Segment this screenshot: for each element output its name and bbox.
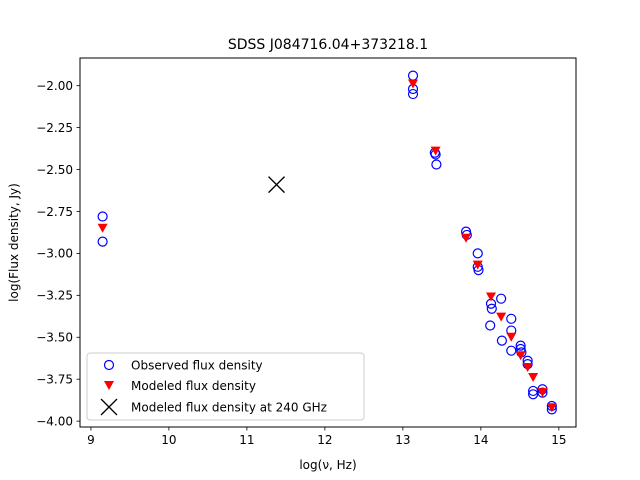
observed-flux-point	[506, 345, 517, 356]
legend: Observed flux density Modeled flux densi…	[86, 352, 365, 421]
modeled-flux-point	[430, 146, 441, 156]
y-tick-label: −3.25	[36, 289, 73, 303]
modeled-240ghz-point	[268, 176, 285, 194]
modeled-flux-point	[408, 79, 419, 89]
modeled-flux-point	[528, 373, 539, 383]
y-tick-label: −2.00	[36, 79, 73, 93]
modeled-flux-point	[522, 362, 533, 372]
observed-flux-point	[496, 293, 507, 304]
modeled-flux-point	[515, 351, 526, 361]
y-tick-label: −2.50	[36, 163, 73, 177]
plot-area	[97, 70, 557, 415]
legend-observed-label: Observed flux density	[131, 359, 263, 373]
y-tick-label: −2.75	[36, 205, 73, 219]
observed-flux-point	[97, 211, 108, 222]
modeled-flux-point	[537, 388, 548, 398]
observed-flux-point	[528, 385, 539, 397]
observed-flux-point	[407, 88, 419, 100]
observed-flux-point	[472, 248, 483, 259]
observed-flux-point	[528, 389, 539, 400]
observed-flux-point	[431, 159, 442, 170]
modeled-flux-point	[485, 292, 496, 302]
observed-flux-point	[486, 303, 497, 314]
y-tick-label: −3.50	[36, 331, 73, 345]
legend-modeled-marker	[104, 381, 114, 390]
modeled-flux-point	[472, 260, 483, 270]
legend-observed-marker	[103, 359, 115, 371]
x-tick-label: 15	[551, 433, 566, 447]
modeled-flux-point	[506, 332, 517, 342]
x-axis-label: log(ν, Hz)	[299, 458, 356, 472]
x-tick-label: 11	[239, 433, 254, 447]
y-tick-label: −3.75	[36, 372, 73, 386]
chart-title: SDSS J084716.04+373218.1	[228, 37, 428, 53]
legend-240ghz-label: Modeled flux density at 240 GHz	[131, 401, 327, 415]
x-tick-label: 12	[317, 433, 332, 447]
observed-flux-point	[97, 236, 108, 247]
legend-240ghz-marker	[100, 398, 118, 416]
y-tick-label: −3.00	[36, 247, 73, 261]
y-axis: −2.00 −2.25 −2.50 −2.75 −3.00 −3.25 −3.50 −3.75…	[36, 79, 80, 428]
y-tick-label: −4.00	[36, 414, 73, 428]
observed-flux-point	[515, 340, 526, 351]
legend-modeled-label: Modeled flux density	[131, 379, 256, 393]
x-tick-label: 9	[87, 433, 95, 447]
observed-flux-point	[496, 335, 508, 346]
x-tick-label: 14	[473, 433, 488, 447]
modeled-flux-point	[461, 233, 472, 243]
x-tick-label: 10	[161, 433, 176, 447]
x-axis: 9 10 11 12 13 14 15	[87, 427, 566, 447]
legend-frame	[86, 352, 365, 421]
observed-flux-point	[506, 313, 517, 324]
modeled-flux-point	[546, 403, 557, 413]
plot-frame	[79, 57, 577, 428]
modeled-flux-point	[496, 312, 507, 322]
y-axis-label: log(Flux density, Jy)	[7, 183, 21, 302]
modeled-flux-point	[97, 223, 108, 233]
observed-flux-point	[485, 320, 496, 331]
x-tick-label: 13	[395, 433, 410, 447]
y-tick-label: −2.25	[36, 121, 73, 135]
